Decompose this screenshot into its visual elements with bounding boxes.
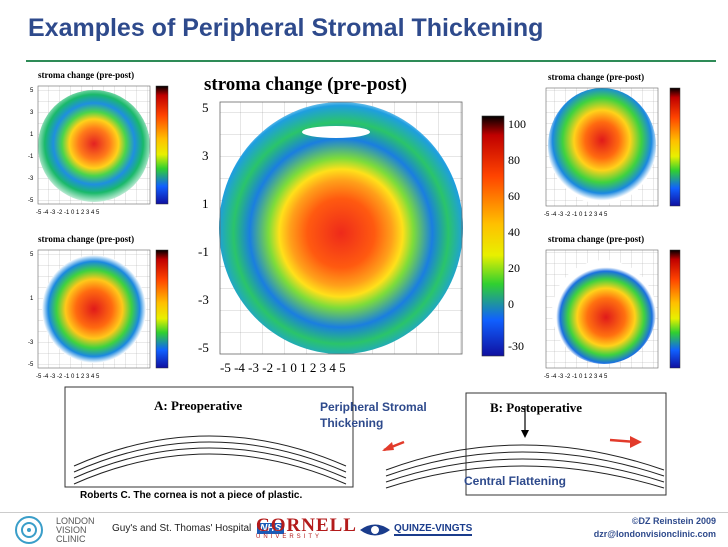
stroma-map-large: stroma change (pre-post) 5 3 1 -1 -3 -5 -5 -4… bbox=[196, 68, 536, 386]
svg-text:-5 -4 -3 -2 -1 0 1 2 3 4 5: -5 -4 -3 -2 -1 0 1 2 3 4 5 bbox=[36, 374, 100, 380]
postoperative-diagram: B: Postoperative bbox=[380, 392, 670, 496]
stroma-map-bottom-right: stroma change (pre-post) -5 -4 -3 -2 -1 … bbox=[532, 230, 702, 382]
stroma-map-bottom-left: stroma change (pre-post) 5 1 -3 -5 -5 -4 -3… bbox=[26, 232, 196, 382]
svg-text:5: 5 bbox=[30, 88, 34, 94]
map-title: stroma change (pre-post) bbox=[38, 70, 134, 80]
svg-text:100: 100 bbox=[508, 117, 526, 131]
london-vision-clinic-logo-icon bbox=[15, 516, 43, 544]
svg-text:-5: -5 bbox=[198, 340, 209, 355]
svg-text:-5 -4 -3 -2 -1 0 1 2 3 4: -5 -4 -3 -2 -1 0 1 2 3 4 5 bbox=[220, 360, 346, 375]
large-map-title: stroma change (pre-post) bbox=[204, 74, 407, 95]
quinze-vingts-logo: QUINZE-VINGTS bbox=[394, 523, 473, 536]
svg-text:60: 60 bbox=[508, 189, 520, 203]
svg-text:1: 1 bbox=[30, 296, 34, 302]
svg-text:-5 -4 -3 -2 -1 0 1 2 3 4 5: -5 -4 -3 -2 -1 0 1 2 3 4 5 bbox=[544, 212, 608, 218]
svg-text:-3: -3 bbox=[28, 340, 34, 346]
peripheral-thickening-label: Peripheral Stromal Thickening bbox=[320, 400, 427, 430]
quinze-vingts-eye-icon bbox=[360, 524, 390, 536]
map-title: stroma change (pre-post) bbox=[548, 72, 644, 82]
post-label: B: Postoperative bbox=[490, 400, 582, 415]
credit: ©DZ Reinstein 2009 dzr@londonvisionclini… bbox=[593, 516, 716, 539]
london-vision-clinic-logo: LONDON VISION CLINIC bbox=[56, 516, 95, 544]
svg-text:-5 -4 -3 -2 -1 0 1 2 3 4 5: -5 -4 -3 -2 -1 0 1 2 3 4 5 bbox=[36, 210, 100, 216]
svg-text:-3: -3 bbox=[198, 292, 209, 307]
svg-text:-5: -5 bbox=[28, 362, 34, 368]
stroma-map-top-left: stroma change (pre-post) 5 3 1 -1 -3 -5 -5 -4… bbox=[26, 68, 196, 220]
svg-text:80: 80 bbox=[508, 153, 520, 167]
svg-text:1: 1 bbox=[202, 196, 209, 211]
svg-text:5: 5 bbox=[30, 252, 34, 258]
central-flattening-label: Central Flattening bbox=[464, 474, 567, 488]
map-title: stroma change (pre-post) bbox=[38, 234, 134, 244]
svg-text:40: 40 bbox=[508, 225, 520, 239]
svg-text:-1: -1 bbox=[28, 154, 34, 160]
svg-text:-3: -3 bbox=[28, 176, 34, 182]
svg-text:5: 5 bbox=[202, 100, 209, 115]
slide-title: Examples of Peripheral Stromal Thickenin… bbox=[28, 14, 544, 42]
svg-text:-30: -30 bbox=[508, 339, 524, 353]
svg-text:-5: -5 bbox=[28, 198, 34, 204]
pre-label: A: Preoperative bbox=[154, 398, 242, 413]
svg-text:-5 -4 -3 -2 -1 0 1 2 3 4 5: -5 -4 -3 -2 -1 0 1 2 3 4 5 bbox=[544, 374, 608, 380]
svg-text:1: 1 bbox=[30, 132, 34, 138]
svg-text:-1: -1 bbox=[198, 244, 209, 259]
svg-text:20: 20 bbox=[508, 261, 520, 275]
stroma-map-top-right: stroma change (pre-post) -5 -4 -3 -2 -1 … bbox=[532, 68, 702, 218]
svg-text:0: 0 bbox=[508, 297, 514, 311]
title-divider bbox=[26, 60, 716, 62]
map-title: stroma change (pre-post) bbox=[548, 234, 644, 244]
preoperative-diagram: A: Preoperative bbox=[64, 386, 354, 488]
svg-text:3: 3 bbox=[202, 148, 209, 163]
citation: Roberts C. The cornea is not a piece of … bbox=[80, 490, 303, 501]
cornell-logo: CORNELL UNIVERSITY bbox=[256, 515, 357, 540]
footer: LONDON VISION CLINIC Guy's and St. Thoma… bbox=[0, 512, 728, 547]
svg-text:3: 3 bbox=[30, 110, 34, 116]
guys-st-thomas-logo: Guy's and St. Thomas' Hospital NHS bbox=[112, 523, 285, 534]
